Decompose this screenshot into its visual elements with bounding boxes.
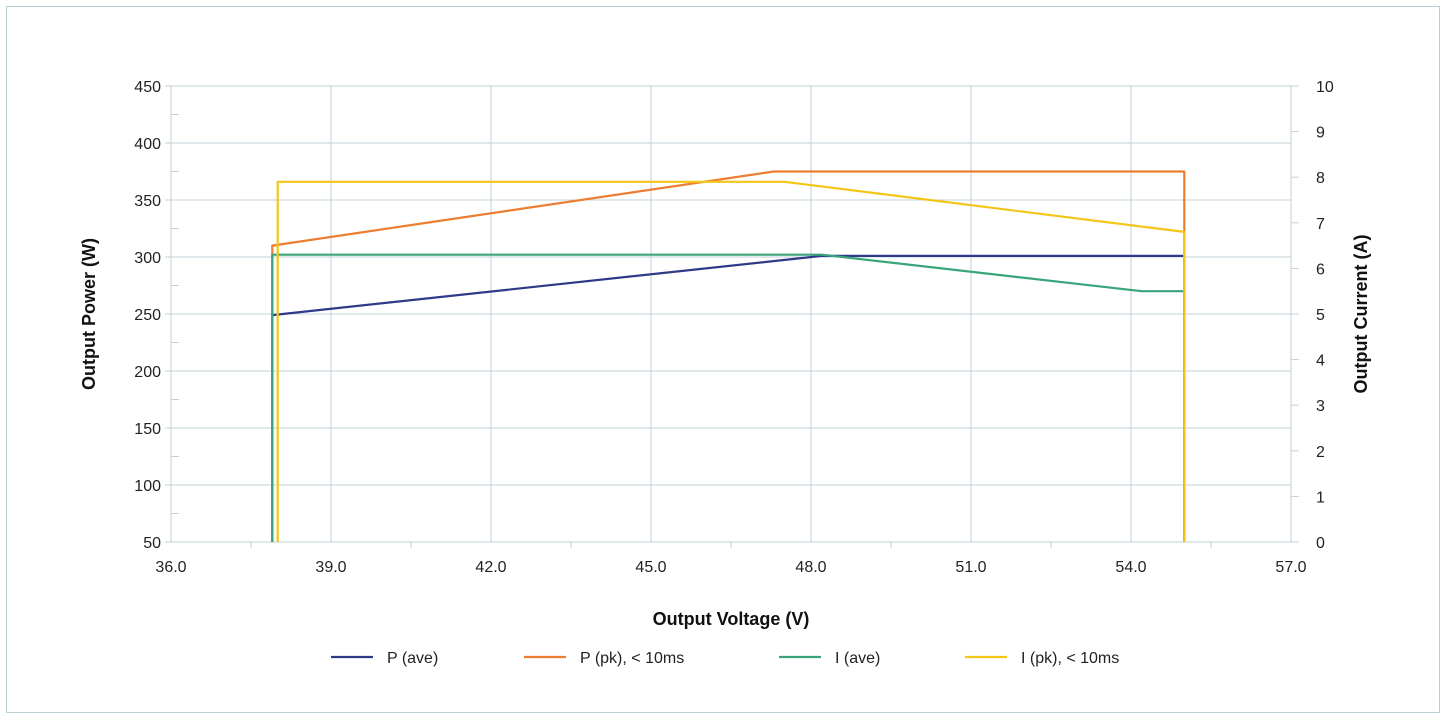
- x-tick-label: 45.0: [635, 559, 666, 576]
- series-line-i-ave: [271, 253, 1186, 542]
- x-tick-label: 51.0: [955, 559, 986, 576]
- y2-tick-label: 8: [1316, 170, 1325, 187]
- x-tick-label: 42.0: [475, 559, 506, 576]
- chart-svg: 36.0 39.0 42.0 45.0 48.0 51.0 54.0 57.050100150…: [79, 79, 1371, 667]
- x-tick-label: 36.0: [155, 559, 186, 576]
- y2-tick-label: 6: [1316, 261, 1325, 278]
- grid-layer: [170, 85, 1292, 543]
- y2-tick-label: 9: [1316, 125, 1325, 142]
- y-tick-label: 350: [134, 193, 161, 210]
- y2-tick-label: 10: [1316, 79, 1334, 96]
- y-tick-label: 250: [134, 307, 161, 324]
- y-tick-label: 300: [134, 250, 161, 267]
- series-line-i-pk-10ms: [276, 180, 1186, 542]
- y-tick-label: 50: [143, 535, 161, 552]
- y2-tick-label: 7: [1316, 216, 1325, 233]
- y2-tick-label: 1: [1316, 489, 1325, 506]
- series-line-p-pk-10ms: [271, 170, 1186, 542]
- y2-tick-label: 0: [1316, 535, 1325, 552]
- y-tick-label: 400: [134, 136, 161, 153]
- y-tick-label: 450: [134, 79, 161, 96]
- x-tick-label: 57.0: [1275, 559, 1306, 576]
- legend-label-p-pk-10ms: P (pk), < 10ms: [580, 650, 684, 667]
- legend-label-i-pk-10ms: I (pk), < 10ms: [1021, 650, 1119, 667]
- x-tick-label: 39.0: [315, 559, 346, 576]
- y-tick-label: 150: [134, 421, 161, 438]
- x-tick-label: 54.0: [1115, 559, 1146, 576]
- y2-tick-label: 5: [1316, 307, 1325, 324]
- x-tick-label: 48.0: [795, 559, 826, 576]
- series-layer: [271, 170, 1186, 542]
- ticks-layer: 36.0 39.0 42.0 45.0 48.0 51.0 54.0 57.050100150…: [134, 79, 1334, 576]
- y2-tick-label: 4: [1316, 353, 1325, 370]
- legend-label-p-ave: P (ave): [387, 650, 438, 667]
- x-axis-title: Output Voltage (V): [653, 609, 810, 629]
- legend: P (ave) P (pk), < 10ms I (ave) I (pk), < 10…: [331, 650, 1119, 667]
- y2-tick-label: 2: [1316, 444, 1325, 461]
- series-line-p-ave: [271, 254, 1186, 542]
- legend-label-i-ave: I (ave): [835, 650, 880, 667]
- y-tick-label: 100: [134, 478, 161, 495]
- chart-frame: 36.0 39.0 42.0 45.0 48.0 51.0 54.0 57.0 50 100 150…: [6, 6, 1440, 713]
- y-tick-label: 200: [134, 364, 161, 381]
- y2-axis-title: Output Current (A): [1351, 235, 1371, 394]
- y-axis-title: Output Power (W): [79, 238, 99, 390]
- y2-tick-label: 3: [1316, 398, 1325, 415]
